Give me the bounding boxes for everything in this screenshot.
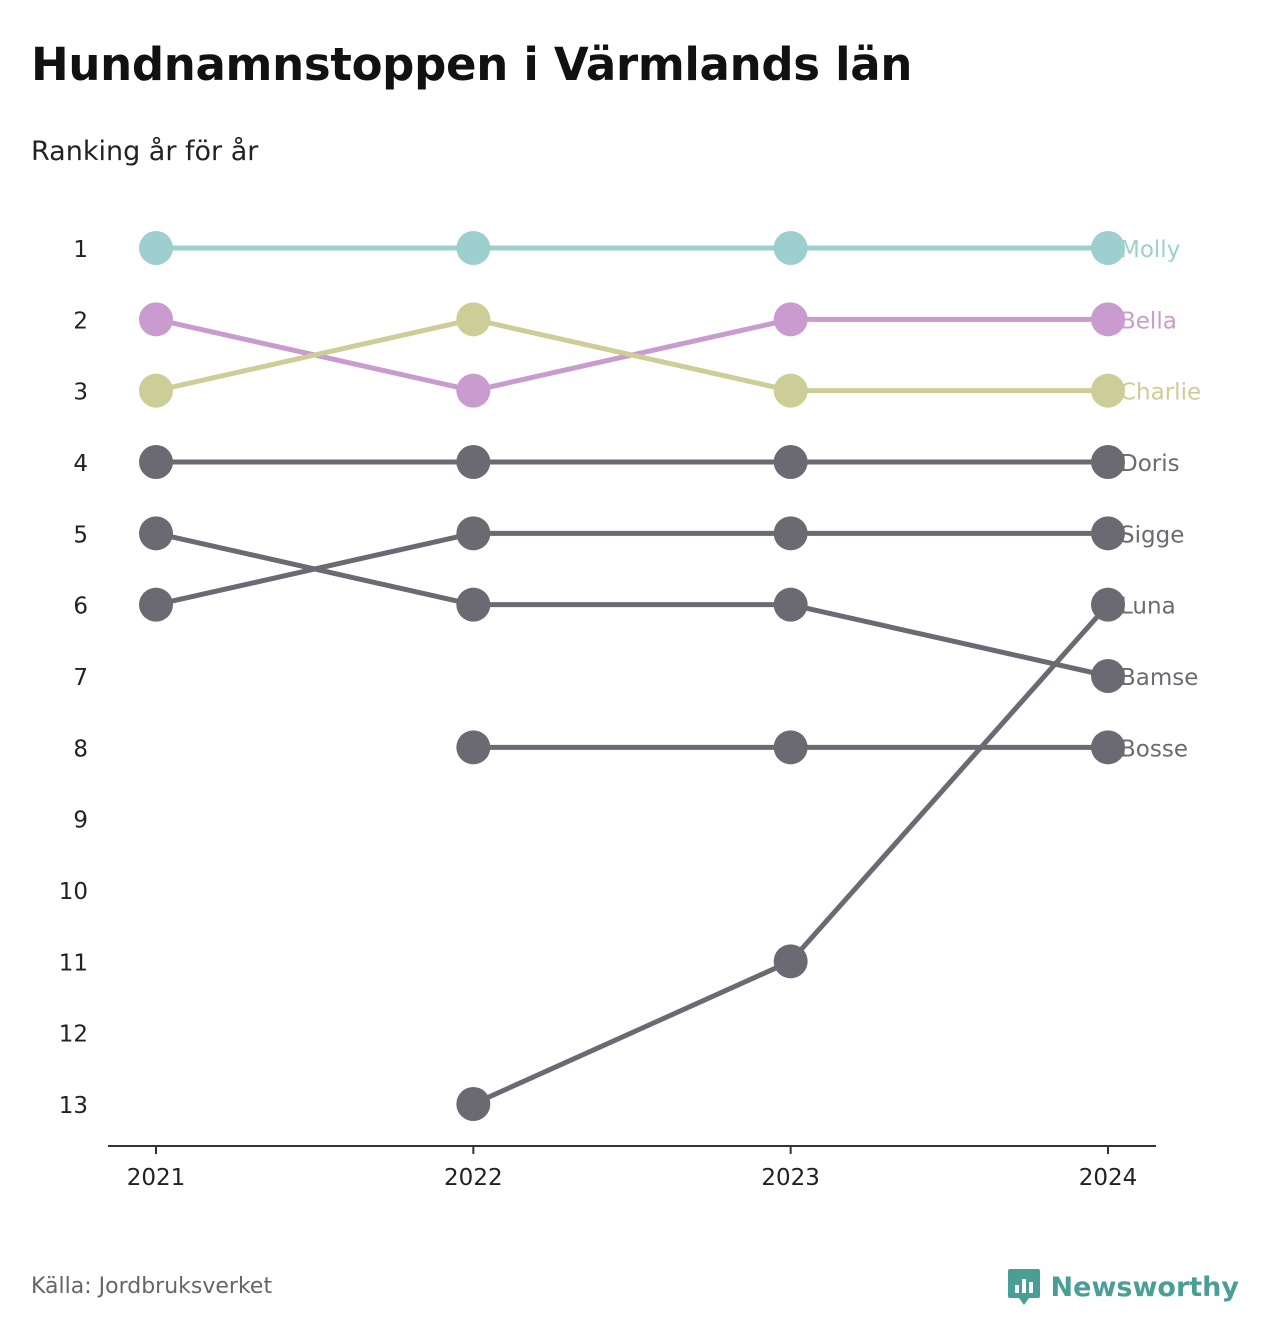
y-tick-label-2: 2 <box>73 308 88 334</box>
point-bamse-2023 <box>773 587 808 622</box>
point-doris-2021 <box>139 445 173 479</box>
point-doris-2023 <box>773 445 808 479</box>
point-charlie-2021 <box>139 373 173 408</box>
point-sigge-2022 <box>456 516 491 551</box>
point-bella-2022 <box>456 373 491 408</box>
series-line-luna <box>470 602 1111 1107</box>
end-label-sigge: Sigge <box>1120 522 1184 548</box>
point-luna-2024 <box>1091 587 1125 622</box>
end-label-bella: Bella <box>1120 308 1177 334</box>
point-molly-2021 <box>139 231 173 265</box>
x-tick-label-2021: 2021 <box>127 1165 186 1191</box>
y-tick-label-1: 1 <box>73 237 88 263</box>
point-bella-2021 <box>139 302 173 337</box>
y-tick-label-3: 3 <box>73 380 88 406</box>
y-tick-label-13: 13 <box>59 1093 88 1119</box>
end-label-bamse: Bamse <box>1120 665 1198 691</box>
point-sigge-2023 <box>773 516 808 551</box>
y-tick-label-10: 10 <box>59 879 88 905</box>
point-bamse-2021 <box>139 516 173 551</box>
y-tick-label-8: 8 <box>73 736 88 762</box>
point-doris-2024 <box>1091 445 1125 479</box>
point-sigge-2021 <box>139 587 173 622</box>
point-luna-2023 <box>773 944 808 979</box>
end-label-charlie: Charlie <box>1120 380 1201 406</box>
x-tick-label-2024: 2024 <box>1079 1165 1138 1191</box>
point-bamse-2024 <box>1091 659 1125 693</box>
point-bosse-2024 <box>1091 730 1125 765</box>
point-bosse-2023 <box>773 730 808 765</box>
point-molly-2022 <box>456 231 491 265</box>
newsworthy-logo-icon <box>1007 1269 1040 1305</box>
series-line-sigge <box>153 530 1111 608</box>
point-bella-2024 <box>1091 302 1125 337</box>
y-tick-label-4: 4 <box>73 451 88 477</box>
point-molly-2024 <box>1091 231 1125 265</box>
point-molly-2023 <box>773 231 808 265</box>
chart-title: Hundnamnstoppen i Värmlands län <box>31 38 913 91</box>
series-line-bamse <box>153 530 1111 679</box>
source-note: Källa: Jordbruksverket <box>31 1274 273 1299</box>
x-axis: 2021 2022 2023 2024 <box>108 1145 1156 1191</box>
point-charlie-2023 <box>773 373 808 408</box>
point-bamse-2022 <box>456 587 491 622</box>
brand-name: Newsworthy <box>1050 1271 1239 1303</box>
end-label-bosse: Bosse <box>1120 736 1188 762</box>
point-sigge-2024 <box>1091 516 1125 551</box>
point-doris-2022 <box>456 445 491 479</box>
end-label-doris: Doris <box>1120 451 1180 477</box>
y-tick-label-6: 6 <box>73 594 88 620</box>
y-tick-label-12: 12 <box>59 1022 88 1048</box>
chart-subtitle: Ranking år för år <box>31 136 259 167</box>
x-tick-label-2022: 2022 <box>444 1165 503 1191</box>
y-tick-label-9: 9 <box>73 808 88 834</box>
point-luna-2022 <box>456 1087 491 1121</box>
end-label-molly: Molly <box>1120 237 1180 263</box>
y-tick-label-7: 7 <box>73 665 88 691</box>
point-charlie-2024 <box>1091 373 1125 408</box>
end-label-luna: Luna <box>1120 594 1176 620</box>
series-end-labels: Doris Sigge Luna Bamse Bosse Molly Bella Charli… <box>1120 237 1201 762</box>
series-lines <box>153 245 1111 1107</box>
point-bosse-2022 <box>456 730 491 765</box>
point-charlie-2022 <box>456 302 491 337</box>
brand-logo: Newsworthy <box>1007 1268 1239 1306</box>
y-tick-label-11: 11 <box>59 950 88 976</box>
series-line-charlie <box>153 316 1111 394</box>
series-points <box>139 231 1125 1121</box>
x-tick-label-2023: 2023 <box>761 1165 820 1191</box>
y-tick-label-5: 5 <box>73 522 88 548</box>
point-bella-2023 <box>773 302 808 337</box>
